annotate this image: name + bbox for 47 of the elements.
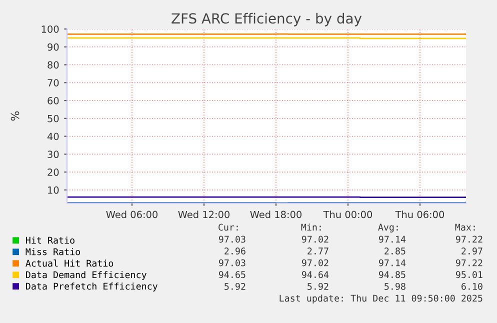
text: 97.22 xyxy=(456,259,482,266)
y-tick-label: 40 xyxy=(47,132,59,140)
y-tick-label: 50 xyxy=(48,114,59,122)
text: 97.02 xyxy=(302,259,328,266)
text: 97.22 xyxy=(456,236,482,243)
chart-title: ZFS ARC Efficiency - by day xyxy=(172,12,362,26)
text: 2.97 xyxy=(462,248,482,254)
y-tick-label: 10 xyxy=(48,186,59,194)
text: 5.92 xyxy=(308,282,328,290)
x-tick-label: Wed 18:00 xyxy=(250,210,302,218)
text: 94.64 xyxy=(302,271,329,278)
legend-label: Actual Hit Ratio xyxy=(26,260,114,267)
text: 97.14 xyxy=(378,259,406,266)
text: 2.77 xyxy=(308,248,328,254)
x-tick-label: Thu 06:00 xyxy=(395,210,444,218)
legend-label: Data Prefetch Efficiency xyxy=(26,282,158,292)
text: 6.10 xyxy=(462,282,482,290)
text: 5.98 xyxy=(384,282,406,290)
text: 97.03 xyxy=(218,259,246,266)
text: Avg: xyxy=(378,224,398,232)
x-tick-label: Wed 06:00 xyxy=(106,210,158,218)
text: 2.96 xyxy=(224,248,246,254)
text: 97.02 xyxy=(302,236,328,243)
text: 95.01 xyxy=(456,271,482,278)
text: 5.92 xyxy=(224,282,246,290)
x-tick-label: Thu 00:00 xyxy=(323,210,372,218)
text: 94.85 xyxy=(378,271,406,278)
text: 94.65 xyxy=(218,271,246,278)
y-tick-label: 20 xyxy=(48,168,59,176)
y-axis-title: % xyxy=(10,111,20,121)
y-tick-label: 30 xyxy=(48,150,59,158)
text: 97.14 xyxy=(378,236,406,243)
y-tick-label: 80 xyxy=(48,61,59,69)
x-tick-label: Wed 12:00 xyxy=(178,210,230,218)
text: 2.85 xyxy=(384,248,406,254)
y-tick-label: 100 xyxy=(42,25,59,33)
legend-label: Hit Ratio xyxy=(26,236,74,244)
text: Cur: xyxy=(218,224,238,231)
y-tick-label: 60 xyxy=(48,97,59,104)
text: 97.03 xyxy=(218,236,246,243)
text: Last update: Thu Dec 11 09:50:00 2025 xyxy=(280,294,482,304)
y-tick-label: 90 xyxy=(48,43,59,51)
text: Min: xyxy=(301,224,321,231)
y-tick-label: 70 xyxy=(48,79,59,86)
text: Max: xyxy=(455,224,475,231)
legend-label: Miss Ratio xyxy=(26,248,80,256)
legend-label: Data Demand Efficiency xyxy=(26,271,146,280)
